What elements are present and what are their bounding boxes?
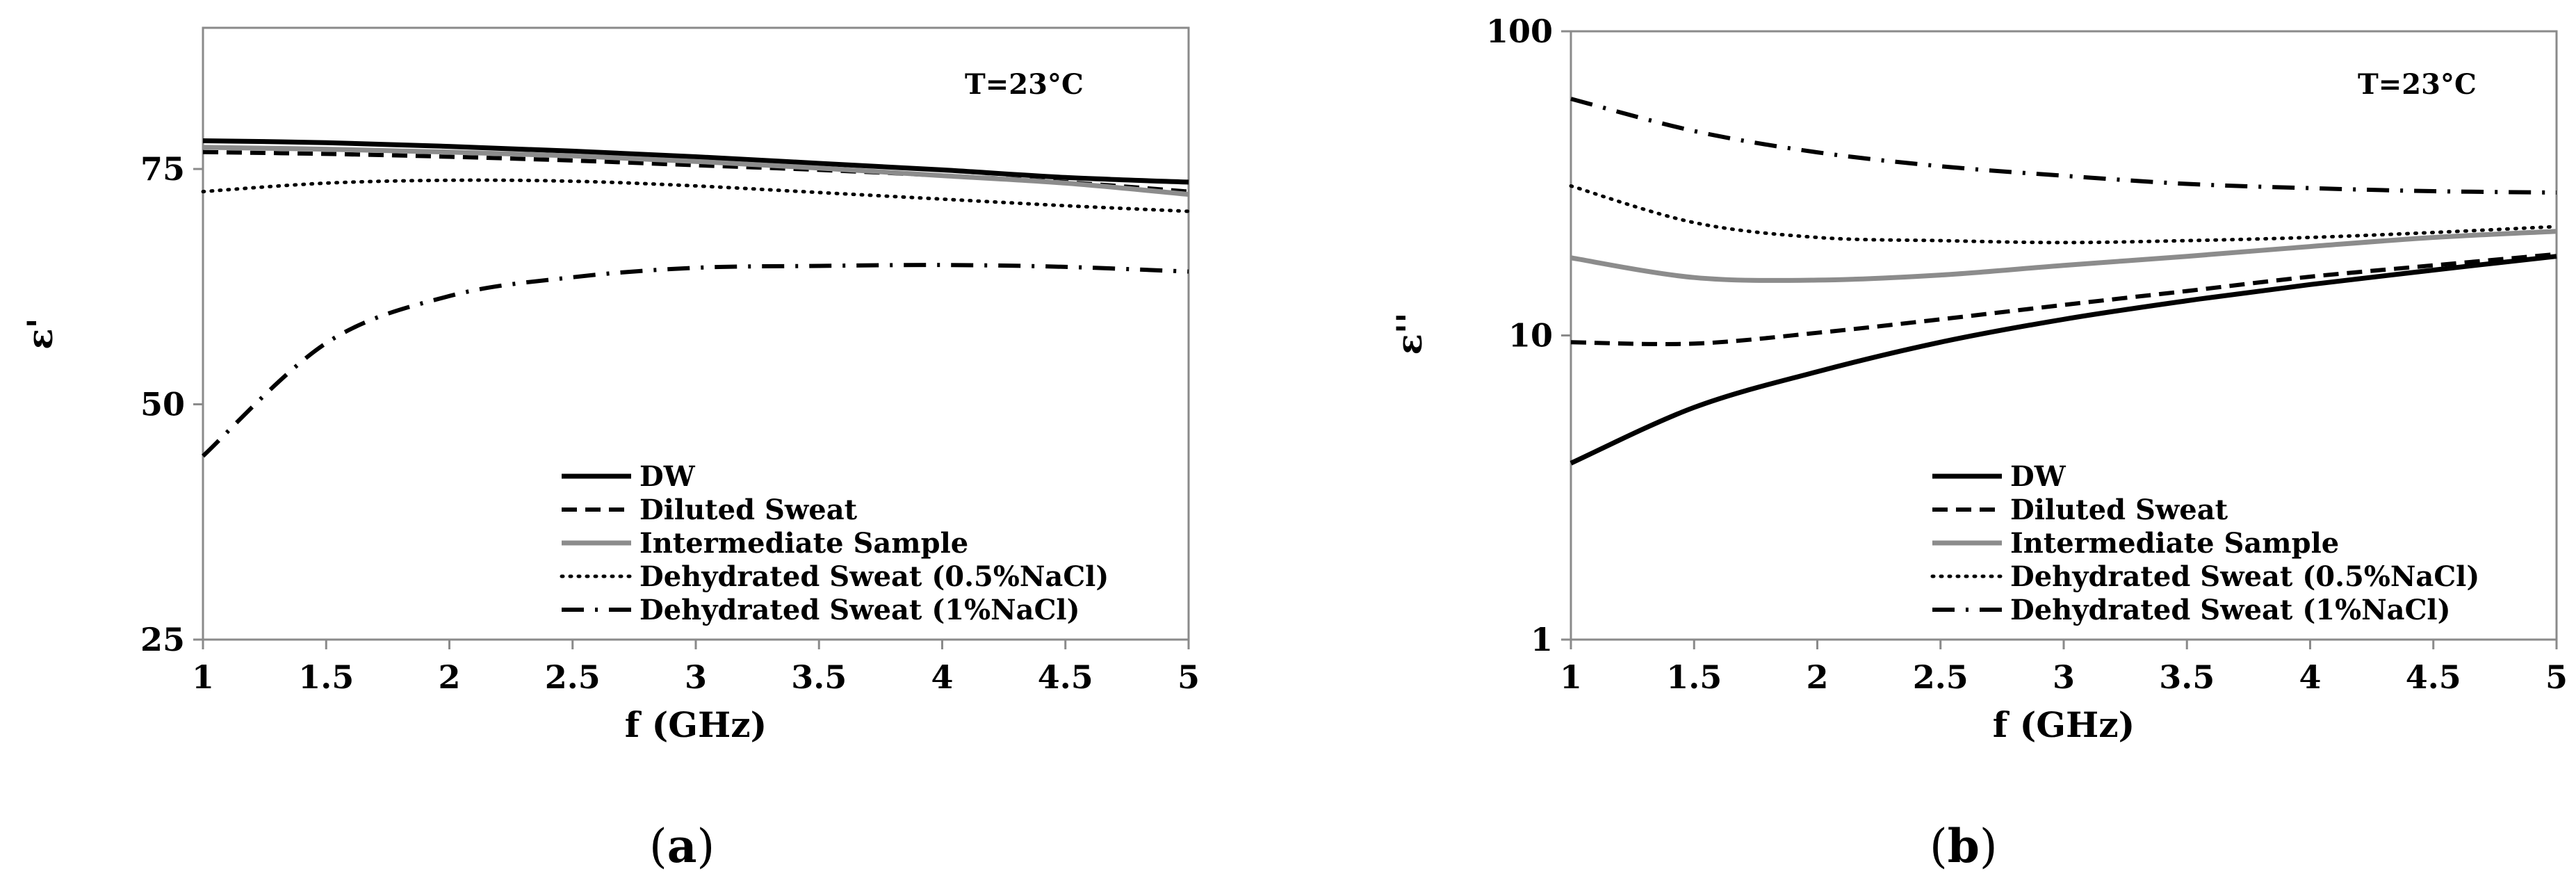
panel-a-x-tick-label: 1.5: [298, 658, 354, 696]
panel-b-x-tick-label: 2: [1806, 658, 1828, 696]
panel-a-series-group: [201, 138, 1191, 458]
panel-b-series-line-2: [1570, 252, 2557, 346]
panel-a-series-line-1: [202, 138, 1189, 185]
panel-b-series-line-4: [1569, 184, 2559, 245]
panel-b-x-tick-label: 1: [1560, 658, 1582, 696]
panel-b-x-tick-label: 4: [2299, 658, 2321, 696]
panel-b-x-axis-title: f (GHz): [1993, 704, 2135, 745]
panel-a-y-tick-label: 25: [140, 621, 185, 658]
panel-a-legend-label-4: Dehydrated Sweat (0.5%NaCl): [639, 560, 1109, 593]
panel-b-series-line-5: [1570, 97, 2557, 195]
panel-a-x-tick-label: 4.5: [1038, 658, 1093, 696]
panel-a-legend-label-5: Dehydrated Sweat (1%NaCl): [639, 594, 1080, 626]
panel-b-y-tick-label: 1: [1531, 621, 1553, 658]
panel-b-x-tick-label: 3: [2053, 658, 2075, 696]
panel-a-series-line-3: [202, 145, 1189, 197]
panel-b-temperature-annotation: T=23°C: [2358, 68, 2477, 101]
panel-b-legend-label-5: Dehydrated Sweat (1%NaCl): [2010, 594, 2451, 626]
panel-a-legend-label-2: Diluted Sweat: [639, 494, 858, 526]
panel-a-x-tick-label: 3: [685, 658, 707, 696]
panel-b-series-group: [1569, 97, 2559, 466]
panel-a-x-tick-label: 2.5: [545, 658, 601, 696]
panel-b-y-tick-label: 100: [1486, 13, 1553, 50]
panel-b-y-tick-label: 10: [1508, 317, 1553, 355]
panel-b-legend-label-1: DW: [2010, 460, 2066, 493]
panel-b-x-tick-label: 1.5: [1666, 658, 1722, 696]
panel-a-x-tick-label: 2: [438, 658, 460, 696]
panel-a-x-tick-label: 3.5: [791, 658, 847, 696]
panel-b-x-tick-label: 2.5: [1913, 658, 1968, 696]
panel-a-x-tick-label: 1: [192, 658, 214, 696]
panel-a-series-line-4: [201, 178, 1191, 213]
panel-a-legend-label-3: Intermediate Sample: [639, 527, 968, 560]
panel-b-series-line-3: [1570, 229, 2557, 283]
panel-b-legend-label-2: Diluted Sweat: [2010, 494, 2228, 526]
panel-b-y-axis-title: ε'': [1389, 312, 1430, 355]
panel-a-x-axis-title: f (GHz): [625, 704, 767, 745]
panel-a-x-tick-label: 5: [1177, 658, 1200, 696]
panel-b-x-tick-label: 3.5: [2159, 658, 2215, 696]
panel-a-y-tick-label: 75: [140, 150, 185, 188]
panel-a-x-tick-label: 4: [931, 658, 953, 696]
panel-b-caption: (b): [1930, 819, 1998, 873]
panel-a-y-axis-title: ε': [19, 318, 60, 350]
panel-a-temperature-annotation: T=23°C: [965, 68, 1084, 101]
panel-b-series-line-1: [1570, 254, 2557, 466]
panel-a-series-line-5: [201, 263, 1189, 458]
panel-b-x-tick-label: 5: [2545, 658, 2568, 696]
panel-b-x-tick-label: 4.5: [2406, 658, 2461, 696]
panel-a-y-tick-label: 50: [140, 386, 185, 423]
panel-b-legend-label-3: Intermediate Sample: [2010, 527, 2339, 560]
panel-b-legend-label-4: Dehydrated Sweat (0.5%NaCl): [2010, 560, 2479, 593]
panel-a-caption: (a): [649, 819, 715, 873]
panel-a-legend-label-1: DW: [639, 460, 696, 493]
